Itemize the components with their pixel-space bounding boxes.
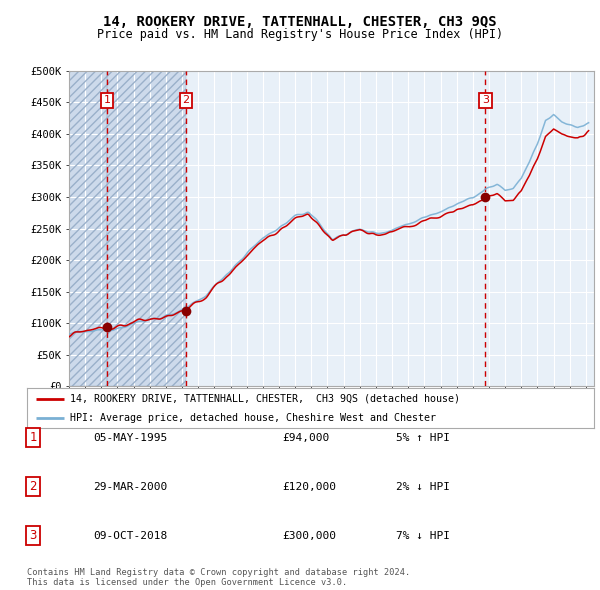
Text: 1: 1 <box>29 431 37 444</box>
Bar <box>69 71 107 386</box>
Text: £94,000: £94,000 <box>282 433 329 442</box>
Text: 2: 2 <box>29 480 37 493</box>
Bar <box>186 71 485 386</box>
Text: HPI: Average price, detached house, Cheshire West and Chester: HPI: Average price, detached house, Ches… <box>70 413 436 422</box>
Text: 1: 1 <box>103 96 110 106</box>
Text: 14, ROOKERY DRIVE, TATTENHALL, CHESTER,  CH3 9QS (detached house): 14, ROOKERY DRIVE, TATTENHALL, CHESTER, … <box>70 394 460 404</box>
Text: 14, ROOKERY DRIVE, TATTENHALL, CHESTER, CH3 9QS: 14, ROOKERY DRIVE, TATTENHALL, CHESTER, … <box>103 15 497 30</box>
Bar <box>69 71 107 386</box>
Text: Price paid vs. HM Land Registry's House Price Index (HPI): Price paid vs. HM Land Registry's House … <box>97 28 503 41</box>
Bar <box>107 71 186 386</box>
Text: £120,000: £120,000 <box>282 482 336 491</box>
Text: 3: 3 <box>29 529 37 542</box>
Text: 09-OCT-2018: 09-OCT-2018 <box>93 531 167 540</box>
Text: 3: 3 <box>482 96 489 106</box>
Text: This data is licensed under the Open Government Licence v3.0.: This data is licensed under the Open Gov… <box>27 578 347 588</box>
Bar <box>107 71 186 386</box>
Text: 5% ↑ HPI: 5% ↑ HPI <box>396 433 450 442</box>
Text: £300,000: £300,000 <box>282 531 336 540</box>
Bar <box>485 71 594 386</box>
Text: 2% ↓ HPI: 2% ↓ HPI <box>396 482 450 491</box>
Text: 29-MAR-2000: 29-MAR-2000 <box>93 482 167 491</box>
Text: 2: 2 <box>182 96 190 106</box>
Text: Contains HM Land Registry data © Crown copyright and database right 2024.: Contains HM Land Registry data © Crown c… <box>27 568 410 577</box>
Text: 7% ↓ HPI: 7% ↓ HPI <box>396 531 450 540</box>
Text: 05-MAY-1995: 05-MAY-1995 <box>93 433 167 442</box>
